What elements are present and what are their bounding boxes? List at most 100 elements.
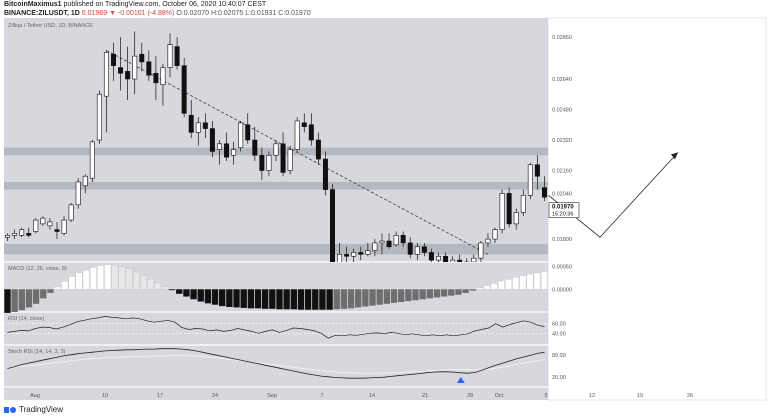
macd-histogram-bar [125, 268, 133, 290]
candle-bullish [82, 175, 88, 187]
macd-histogram-bar [455, 289, 462, 295]
macd-histogram-bar [304, 289, 312, 310]
candle-bullish [33, 219, 39, 232]
stoch-axis-label: 20.00 [552, 375, 566, 381]
candle-bullish [365, 250, 371, 255]
price-change: ▼ -0.00101 (-4.88%) [109, 10, 175, 17]
publisher-line: BitcoinMaximus1 published on TradingView… [4, 1, 266, 8]
candle-bearish [26, 233, 32, 236]
candle-bullish [379, 240, 385, 244]
candle-bullish [12, 233, 18, 236]
x-axis-label: 24 [212, 393, 218, 399]
price-axis-label: 0.02860 [552, 35, 572, 41]
macd-histogram-bar [190, 289, 197, 300]
macd-histogram-bar [505, 279, 512, 290]
candle-bullish [195, 122, 201, 133]
macd-histogram-bar [140, 275, 147, 290]
brand-name: TradingView [19, 405, 64, 414]
stoch-k-line [7, 348, 545, 379]
price-axis-label: 0.02320 [552, 138, 572, 144]
stoch-signal-line [7, 355, 545, 374]
macd-histogram-bar [526, 274, 534, 290]
trendline [106, 50, 489, 255]
candle-bearish [457, 259, 463, 262]
stoch-title: Stoch RSI (14, 14, 3, 3) [8, 349, 66, 355]
symbol-line: BINANCE:ZILUSDT, 1D 0.01969 ▼ -0.00101 (… [4, 10, 311, 17]
candle-bearish [534, 164, 540, 177]
candle-bearish [400, 235, 406, 244]
macd-histogram-bar [183, 289, 190, 297]
macd-axis-label: 0.00000 [552, 287, 572, 293]
macd-histogram-bar [104, 264, 112, 290]
x-axis-label: 26 [687, 393, 693, 399]
macd-histogram-bar [68, 276, 76, 290]
macd-histogram-bar [419, 289, 426, 300]
candle-bullish [414, 246, 420, 255]
macd-histogram-bar [261, 289, 269, 309]
price-axis-label: 0.02480 [552, 108, 572, 114]
candle-bearish [428, 252, 434, 261]
candle-bullish [393, 235, 399, 246]
stoch-pane-bg [4, 345, 548, 387]
candle-bullish [231, 149, 237, 156]
candle-bullish [266, 154, 272, 171]
macd-histogram-bar [247, 289, 255, 309]
price-axis-label: 0.02640 [552, 77, 572, 83]
macd-histogram-bar [326, 289, 333, 310]
candle-bearish [386, 240, 392, 248]
macd-histogram-bar [355, 289, 362, 308]
macd-histogram-bar [405, 289, 412, 302]
candle-bearish [301, 122, 307, 127]
candle-bullish [68, 204, 74, 221]
macd-histogram-bar [211, 289, 219, 305]
x-axis-label: 19 [637, 393, 643, 399]
candle-bullish [520, 194, 526, 213]
macd-histogram-bar [312, 289, 319, 310]
candle-bearish [153, 72, 159, 84]
candle-bullish [471, 257, 477, 262]
price-axis-label: 0.02040 [552, 191, 572, 197]
rsi-line [7, 316, 545, 339]
brand-footer: TradingView [4, 405, 63, 414]
candle-bearish [358, 252, 364, 255]
macd-histogram-bar [369, 289, 376, 306]
last-price: 0.01969 [81, 10, 108, 17]
macd-histogram-bar [512, 277, 520, 290]
candle-bearish [202, 122, 208, 129]
candle-bearish [209, 128, 215, 152]
stoch-cross-marker [456, 377, 465, 383]
macd-histogram-bar [54, 286, 61, 290]
macd-histogram-bar [390, 289, 398, 303]
x-axis-label: 7 [320, 393, 323, 399]
macd-histogram-bar [168, 289, 176, 291]
x-axis-label: 14 [369, 393, 375, 399]
macd-histogram-bar [254, 289, 262, 309]
candles-group [5, 31, 547, 262]
candle-bullish [47, 221, 53, 227]
candle-bearish [54, 229, 60, 232]
candle-bearish [224, 143, 230, 158]
candle-bullish [89, 141, 95, 179]
rsi-pane-bg [4, 312, 548, 345]
macd-histogram-bar [154, 282, 162, 290]
candle-bearish [146, 61, 152, 76]
macd-histogram-bar [340, 289, 348, 309]
candle-bullish [40, 217, 46, 225]
macd-histogram-bar [476, 287, 484, 290]
macd-histogram-bar [32, 289, 40, 304]
candle-bearish [245, 124, 251, 141]
candle-bullish [436, 255, 441, 261]
x-axis-label: Sep [267, 393, 277, 399]
macd-histogram-bar [118, 266, 126, 290]
macd-histogram-bar [433, 289, 441, 298]
candle-bearish [259, 154, 265, 171]
candle-bearish [188, 114, 194, 133]
x-axis-label: 5 [544, 393, 547, 399]
candle-bearish [443, 255, 449, 262]
x-axis-label: Aug [30, 393, 40, 399]
macd-histogram-bar [362, 289, 369, 307]
price-axis-label: 0.02160 [552, 169, 572, 175]
price-axis-label: 0.01800 [552, 237, 572, 243]
